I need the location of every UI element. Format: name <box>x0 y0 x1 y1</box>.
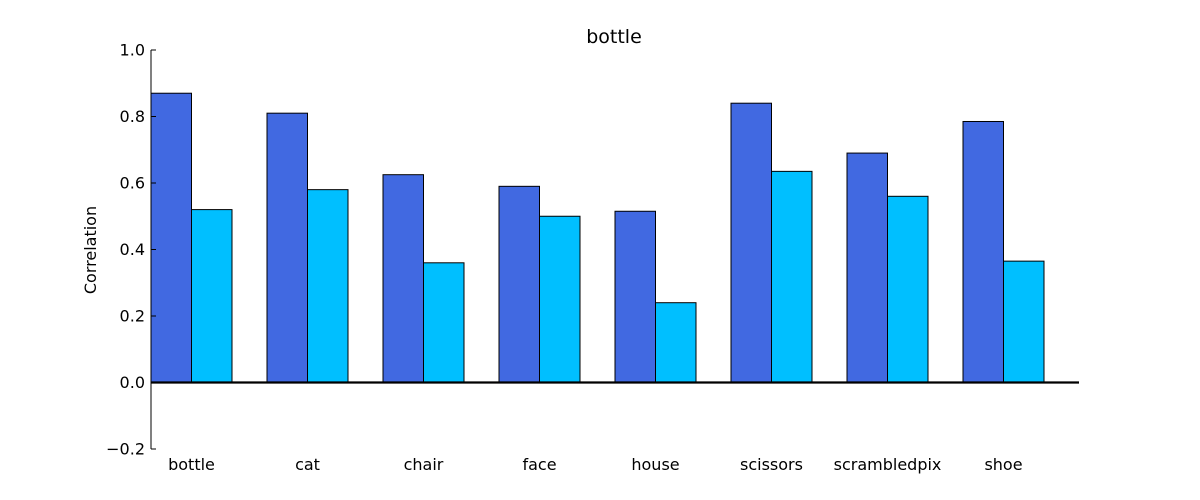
bar-house-series-1 <box>614 210 656 383</box>
y-tick-label: 0.6 <box>120 174 145 193</box>
x-tick-label-house: house <box>631 455 679 474</box>
bar-chair-series-2 <box>423 262 465 383</box>
chart-title: bottle <box>586 26 642 48</box>
bar-face-series-2 <box>539 215 581 383</box>
bar-cat-series-1 <box>266 112 308 384</box>
x-tick-label-shoe: shoe <box>984 455 1022 474</box>
bar-shoe-series-1 <box>962 120 1004 384</box>
y-tick-label: −0.2 <box>106 440 145 459</box>
x-tick-labels-layer: bottle cat chair face house scissors scrambled… <box>168 455 1022 474</box>
y-axis-label: Correlation <box>81 206 100 294</box>
x-tick-label-chair: chair <box>404 455 444 474</box>
y-tick-label: 0.8 <box>120 107 145 126</box>
y-tick-label: 0.4 <box>120 240 145 259</box>
bar-scissors-series-2 <box>771 170 813 383</box>
bar-bottle-series-2 <box>191 209 233 383</box>
bar-chair-series-1 <box>382 174 424 383</box>
x-tick-label-face: face <box>522 455 556 474</box>
y-ticks-layer: −0.2 0.0 0.2 0.4 0.6 0.8 1.0 <box>106 41 156 459</box>
x-tick-label-scrambledpix: scrambledpix <box>834 455 942 474</box>
bar-scrambledpix-series-1 <box>846 152 888 383</box>
bar-house-series-2 <box>655 302 697 384</box>
bar-face-series-1 <box>498 185 540 383</box>
bar-scrambledpix-series-2 <box>887 195 929 383</box>
bars-layer <box>150 92 1045 384</box>
x-tick-label-bottle: bottle <box>168 455 215 474</box>
x-tick-label-scissors: scissors <box>740 455 803 474</box>
bar-scissors-series-1 <box>730 102 772 383</box>
bar-bottle-series-1 <box>150 92 192 383</box>
bar-cat-series-2 <box>307 189 349 383</box>
y-tick-label: 1.0 <box>120 41 145 60</box>
y-tick-label: 0.0 <box>120 373 145 392</box>
y-tick-label: 0.2 <box>120 307 145 326</box>
bar-shoe-series-2 <box>1003 260 1045 384</box>
x-tick-label-cat: cat <box>295 455 320 474</box>
